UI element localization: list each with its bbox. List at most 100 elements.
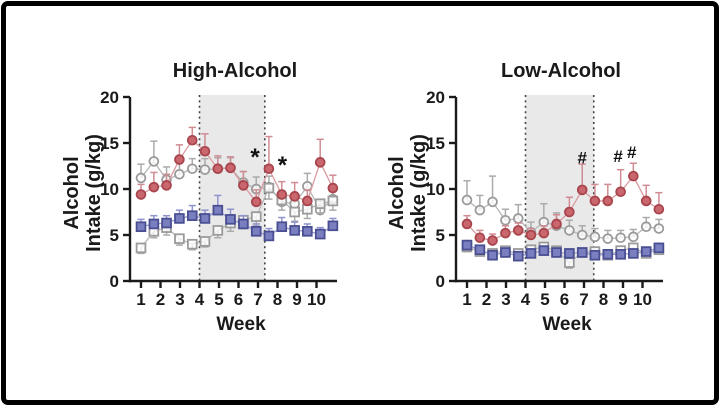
red-filled-circles-marker	[276, 189, 288, 200]
series-line	[466, 244, 660, 257]
y-tick-label: 0	[110, 272, 119, 291]
blue-filled-squares-marker	[135, 221, 147, 233]
gray-open-circles-marker	[589, 231, 601, 243]
red-filled-circles-marker	[161, 180, 172, 191]
gray-open-circles-marker	[615, 232, 626, 244]
blue-filled-squares-marker	[186, 210, 198, 221]
blue-filled-squares-marker	[161, 217, 172, 229]
gray-open-squares-marker	[174, 233, 185, 244]
red-filled-circles-marker	[602, 195, 614, 207]
blue-filled-squares-marker	[327, 220, 339, 232]
x-tick-label: 9	[618, 290, 627, 309]
gray-open-circles-marker	[135, 172, 147, 184]
y-tick-label: 0	[436, 272, 445, 291]
y-tick-label: 20	[426, 88, 445, 107]
blue-filled-squares-marker	[512, 250, 524, 262]
red-filled-circles-marker	[250, 196, 262, 208]
significance-mark: #	[613, 147, 623, 166]
blue-filled-squares-marker	[564, 248, 575, 259]
gray-open-squares-marker	[135, 242, 147, 254]
series-blue-filled-squares	[461, 239, 665, 262]
series-red-filled-circles	[135, 126, 339, 208]
blue-filled-squares-marker	[500, 247, 511, 258]
x-tick-label: 2	[482, 290, 491, 309]
gray-open-circles-marker	[461, 194, 473, 206]
red-filled-circles-marker	[263, 163, 275, 175]
gray-open-circles-marker	[602, 233, 614, 244]
x-tick-label: 7	[253, 290, 262, 309]
x-tick-label: 5	[214, 290, 223, 309]
x-tick-label: 2	[156, 290, 165, 309]
red-filled-circles-marker	[500, 227, 511, 239]
blue-filled-squares-marker	[314, 228, 326, 240]
x-tick-label: 5	[540, 290, 549, 309]
x-tick-label: 1	[462, 290, 471, 309]
blue-filled-squares-marker	[302, 226, 313, 237]
blue-filled-squares-marker	[487, 249, 498, 261]
red-filled-circles-marker	[512, 225, 524, 236]
gray-open-squares-marker	[199, 236, 211, 247]
gray-open-circles-marker	[148, 156, 160, 167]
y-tick-label: 5	[110, 226, 119, 245]
blue-filled-squares-marker	[602, 249, 614, 260]
blue-filled-squares-marker	[525, 248, 537, 259]
low-alcohol-panel-title: Low-Alcohol	[501, 60, 621, 82]
blue-filled-squares-marker	[653, 242, 665, 254]
red-filled-circles-marker	[564, 206, 575, 218]
x-tick-label: 6	[560, 290, 569, 309]
x-tick-label: 7	[579, 290, 588, 309]
red-filled-circles-marker	[538, 227, 550, 239]
gray-open-circles-marker	[500, 214, 511, 226]
series-line	[140, 160, 334, 212]
red-filled-circles-marker	[640, 195, 652, 207]
x-tick-label: 3	[501, 290, 510, 309]
x-tick-label: 4	[521, 290, 531, 309]
x-tick-label: 10	[307, 290, 326, 309]
red-filled-circles-marker	[174, 154, 185, 165]
gray-open-circles-marker	[576, 229, 588, 241]
gray-open-circles-marker	[487, 196, 498, 208]
gray-open-squares-marker	[564, 257, 575, 268]
gray-open-squares-marker	[327, 195, 339, 207]
y-tick-label: 10	[426, 180, 445, 199]
blue-filled-squares-marker	[148, 218, 160, 230]
gray-open-squares-marker	[212, 225, 224, 236]
blue-filled-squares-marker	[212, 204, 224, 216]
blue-filled-squares-marker	[615, 249, 626, 260]
red-filled-circles-marker	[327, 182, 339, 194]
significance-mark: #	[578, 149, 588, 168]
x-tick-label: 1	[136, 290, 145, 309]
blue-filled-squares-marker	[174, 213, 185, 224]
blue-filled-squares-marker	[238, 218, 249, 230]
blue-filled-squares-marker	[225, 214, 236, 225]
blue-filled-squares-marker	[289, 225, 300, 236]
series-line	[140, 139, 334, 204]
red-filled-circles-marker	[212, 163, 224, 175]
x-axis-label-left: Week	[216, 314, 266, 335]
red-filled-circles-marker	[461, 218, 473, 230]
x-tick-label: 8	[273, 290, 282, 309]
red-filled-circles-marker	[314, 157, 326, 168]
series-line	[466, 174, 660, 242]
red-filled-circles-marker	[225, 162, 236, 174]
y-tick-label: 10	[100, 180, 119, 199]
x-tick-label: 10	[633, 290, 652, 309]
y-tick-label: 20	[100, 88, 119, 107]
red-filled-circles-marker	[186, 134, 198, 146]
red-filled-circles-marker	[525, 229, 537, 241]
y-tick-label: 15	[100, 134, 119, 153]
blue-filled-squares-marker	[589, 249, 601, 261]
gray-open-squares-marker	[250, 211, 262, 222]
x-tick-label: 4	[195, 290, 205, 309]
y-tick-label: 5	[436, 226, 445, 245]
significance-mark: #	[627, 143, 637, 162]
gray-open-squares-marker	[263, 182, 275, 194]
x-axis-label-right: Week	[542, 314, 592, 335]
red-filled-circles-marker	[474, 232, 486, 244]
high-alcohol-panel-title: High-Alcohol	[172, 60, 298, 82]
red-filled-circles-marker	[628, 170, 639, 182]
gray-open-circles-marker	[174, 168, 185, 180]
gray-open-circles-marker	[199, 164, 211, 175]
